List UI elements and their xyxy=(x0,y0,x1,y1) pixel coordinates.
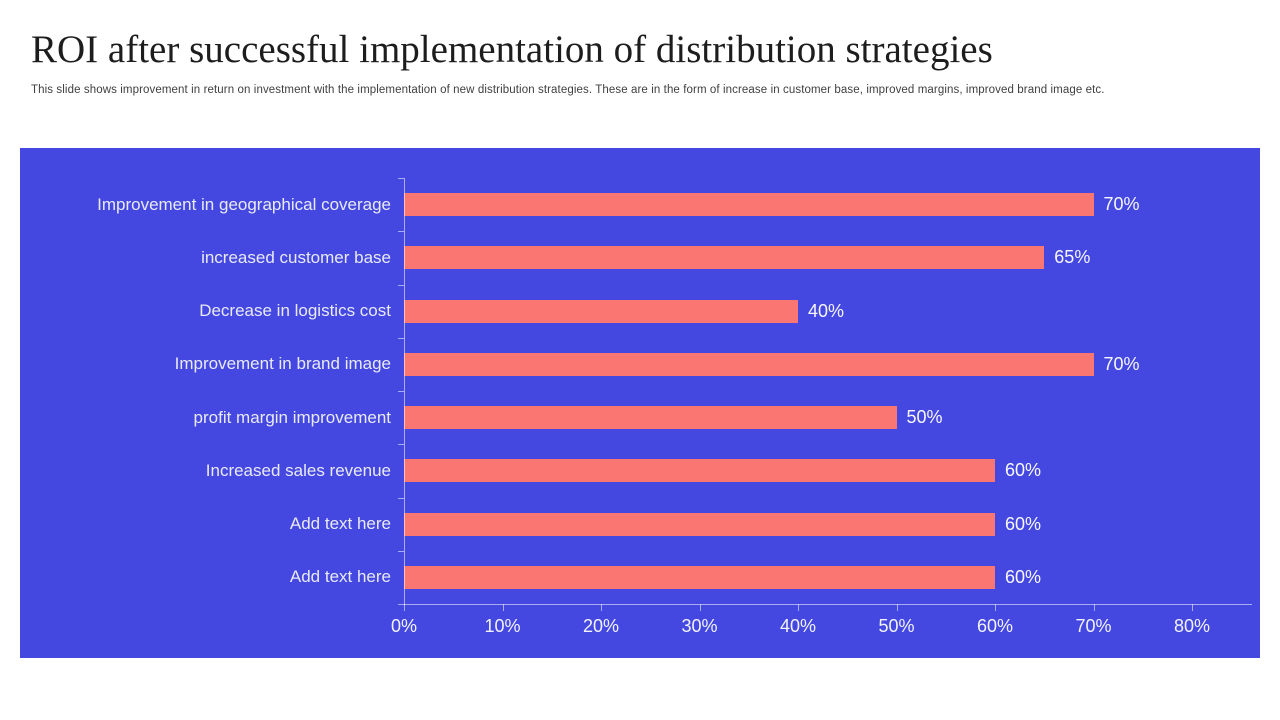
category-label: Add text here xyxy=(289,567,391,587)
category-label: Decrease in logistics cost xyxy=(199,301,391,321)
x-tick-mark xyxy=(601,604,602,611)
bar xyxy=(404,352,1094,376)
chart-row: Improvement in brand image 70% xyxy=(20,338,1260,391)
y-tick-mark xyxy=(398,178,404,179)
x-tick-mark xyxy=(1192,604,1193,611)
bar xyxy=(404,459,995,483)
x-tick-mark xyxy=(995,604,996,611)
chart-row: Improvement in geographical coverage 70% xyxy=(20,178,1260,231)
bar xyxy=(404,193,1094,217)
y-tick-mark xyxy=(398,231,404,233)
bar xyxy=(404,512,995,536)
bar-value-label: 70% xyxy=(1103,353,1140,374)
y-tick-mark xyxy=(398,604,404,605)
bar-value-label: 60% xyxy=(1005,460,1042,481)
bar xyxy=(404,299,798,323)
x-tick-label: 40% xyxy=(779,616,817,636)
chart-row: Add text here 60% xyxy=(20,498,1260,551)
bar-value-label: 60% xyxy=(1005,566,1042,587)
bar-value-label: 70% xyxy=(1103,194,1140,215)
chart-rows: Improvement in geographical coverage 70%… xyxy=(20,178,1260,604)
x-tick-label: 70% xyxy=(1075,616,1112,636)
x-tick-mark xyxy=(404,604,405,611)
page-title: ROI after successful implementation of d… xyxy=(31,28,993,71)
category-label: Increased sales revenue xyxy=(205,460,391,480)
x-tick-label: 80% xyxy=(1173,616,1211,636)
x-tick-mark xyxy=(1093,604,1095,611)
category-label: Improvement in geographical coverage xyxy=(97,194,391,214)
x-tick-mark xyxy=(699,604,701,611)
y-tick-mark xyxy=(398,550,404,552)
bar-value-label: 40% xyxy=(808,300,845,321)
y-tick-mark xyxy=(398,444,404,446)
x-tick-mark xyxy=(896,604,898,611)
category-label: Improvement in brand image xyxy=(174,354,391,374)
category-label: increased customer base xyxy=(201,247,391,267)
y-tick-mark xyxy=(398,337,404,339)
category-label: Add text here xyxy=(289,514,391,534)
x-axis-line xyxy=(404,604,1252,605)
bar-value-label: 50% xyxy=(906,407,943,428)
chart-row: Add text here 60% xyxy=(20,551,1260,604)
y-tick-mark xyxy=(398,497,404,499)
chart-panel: Improvement in geographical coverage 70%… xyxy=(20,148,1260,658)
bar xyxy=(404,565,995,589)
x-tick-label: 20% xyxy=(582,616,620,636)
chart-row: increased customer base 65% xyxy=(20,231,1260,284)
bar-value-label: 60% xyxy=(1005,513,1042,534)
x-tick-label: 50% xyxy=(878,616,915,636)
chart-row: Increased sales revenue 60% xyxy=(20,444,1260,497)
chart-row: Decrease in logistics cost 40% xyxy=(20,285,1260,338)
chart-row: profit margin improvement 50% xyxy=(20,391,1260,444)
slide-header: ROI after successful implementation of d… xyxy=(31,26,1251,96)
y-tick-mark xyxy=(398,391,404,392)
roi-bar-chart: Improvement in geographical coverage 70%… xyxy=(20,148,1260,658)
page-subtitle: This slide shows improvement in return o… xyxy=(31,83,1105,96)
x-tick-mark xyxy=(502,604,504,611)
x-tick-label: 10% xyxy=(484,616,521,636)
y-axis-line xyxy=(404,178,405,605)
category-label: profit margin improvement xyxy=(193,407,391,427)
y-tick-mark xyxy=(398,284,404,286)
x-tick-label: 30% xyxy=(681,616,718,636)
x-tick-mark xyxy=(798,604,799,611)
bar xyxy=(404,246,1045,270)
x-tick-label: 60% xyxy=(976,616,1014,636)
bar xyxy=(404,406,897,430)
x-tick-label: 0% xyxy=(390,616,418,636)
bar-value-label: 65% xyxy=(1054,247,1091,268)
